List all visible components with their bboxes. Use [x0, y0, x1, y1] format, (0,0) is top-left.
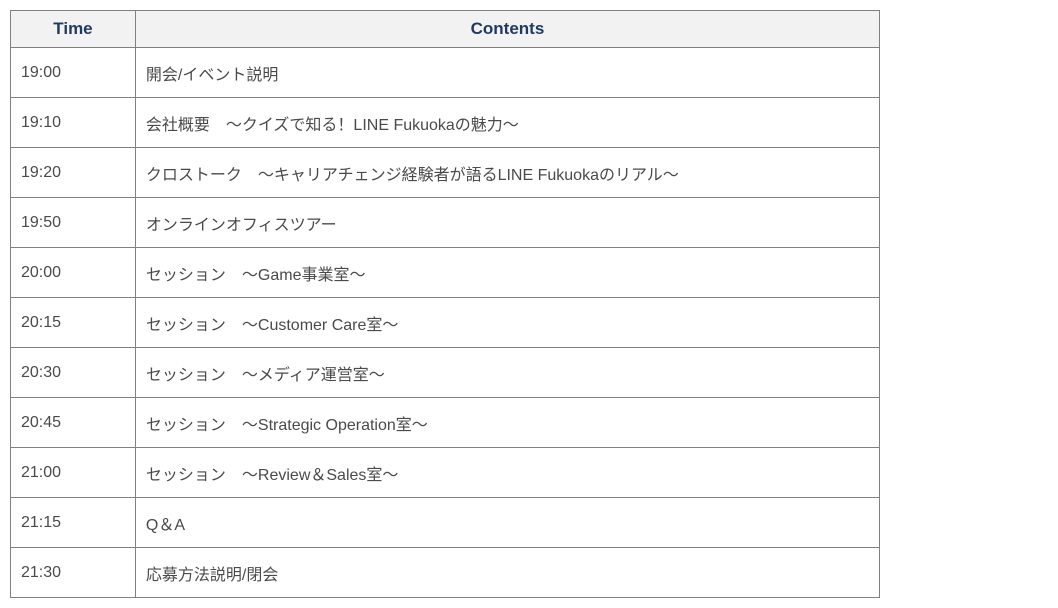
cell-contents: 開会/イベント説明 — [135, 48, 879, 98]
cell-time: 21:15 — [11, 498, 136, 548]
cell-contents: クロストーク 〜キャリアチェンジ経験者が語るLINE Fukuokaのリアル〜 — [135, 148, 879, 198]
cell-time: 19:20 — [11, 148, 136, 198]
schedule-table: Time Contents 19:00 開会/イベント説明 19:10 会社概要… — [10, 10, 880, 598]
table-row: 19:10 会社概要 〜クイズで知る！LINE Fukuokaの魅力〜 — [11, 98, 880, 148]
cell-time: 21:00 — [11, 448, 136, 498]
cell-time: 21:30 — [11, 548, 136, 598]
cell-time: 20:15 — [11, 298, 136, 348]
table-row: 21:30 応募方法説明/閉会 — [11, 548, 880, 598]
table-header-row: Time Contents — [11, 11, 880, 48]
cell-contents: セッション 〜Customer Care室〜 — [135, 298, 879, 348]
cell-contents: セッション 〜Strategic Operation室〜 — [135, 398, 879, 448]
header-contents: Contents — [135, 11, 879, 48]
cell-contents: 応募方法説明/閉会 — [135, 548, 879, 598]
table-row: 20:00 セッション 〜Game事業室〜 — [11, 248, 880, 298]
cell-time: 20:30 — [11, 348, 136, 398]
cell-contents: オンラインオフィスツアー — [135, 198, 879, 248]
cell-contents: 会社概要 〜クイズで知る！LINE Fukuokaの魅力〜 — [135, 98, 879, 148]
cell-time: 19:10 — [11, 98, 136, 148]
table-row: 19:50 オンラインオフィスツアー — [11, 198, 880, 248]
table-row: 20:30 セッション 〜メディア運営室〜 — [11, 348, 880, 398]
cell-time: 20:45 — [11, 398, 136, 448]
cell-time: 19:00 — [11, 48, 136, 98]
cell-contents: セッション 〜Review＆Sales室〜 — [135, 448, 879, 498]
cell-contents: セッション 〜メディア運営室〜 — [135, 348, 879, 398]
table-row: 19:00 開会/イベント説明 — [11, 48, 880, 98]
table-row: 20:15 セッション 〜Customer Care室〜 — [11, 298, 880, 348]
cell-contents: Q＆A — [135, 498, 879, 548]
table-row: 19:20 クロストーク 〜キャリアチェンジ経験者が語るLINE Fukuoka… — [11, 148, 880, 198]
cell-time: 19:50 — [11, 198, 136, 248]
table-row: 21:15 Q＆A — [11, 498, 880, 548]
header-time: Time — [11, 11, 136, 48]
cell-time: 20:00 — [11, 248, 136, 298]
table-row: 21:00 セッション 〜Review＆Sales室〜 — [11, 448, 880, 498]
cell-contents: セッション 〜Game事業室〜 — [135, 248, 879, 298]
table-row: 20:45 セッション 〜Strategic Operation室〜 — [11, 398, 880, 448]
